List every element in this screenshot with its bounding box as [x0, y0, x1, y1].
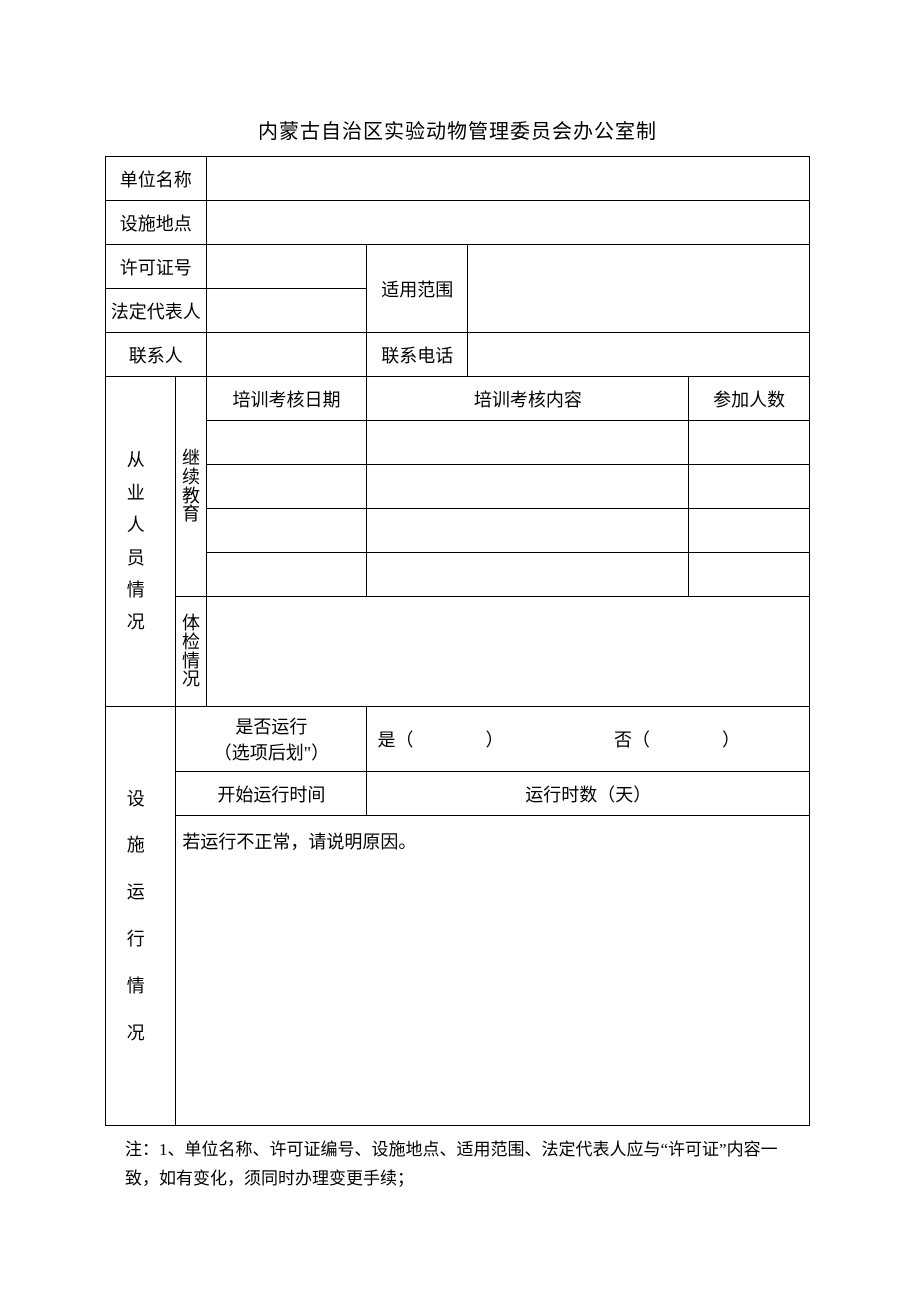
staff-l2: 人 员: [127, 515, 183, 567]
header-train-date: 培训考核日期: [206, 377, 367, 421]
is-running-l1: 是否运行: [235, 717, 307, 737]
field-physical-exam[interactable]: [206, 597, 809, 707]
op-l2: 运 行: [127, 882, 183, 949]
attendees-1[interactable]: [689, 421, 810, 465]
option-no[interactable]: 否（ ）: [562, 726, 793, 752]
footnote: 注：1、单位名称、许可证编号、设施地点、适用范围、法定代表人应与“许可证”内容一…: [105, 1136, 810, 1194]
abnormal-reason-label: 若运行不正常，请说明原因。: [182, 832, 416, 852]
attendees-4[interactable]: [689, 553, 810, 597]
field-scope[interactable]: [468, 245, 810, 333]
train-content-2[interactable]: [367, 465, 689, 509]
field-phone[interactable]: [468, 333, 810, 377]
field-legal-rep[interactable]: [206, 289, 367, 333]
field-is-running[interactable]: 是（ ） 否（ ）: [367, 707, 810, 772]
attendees-2[interactable]: [689, 465, 810, 509]
label-staff-situation: 从 业 人 员 情 况: [106, 377, 176, 707]
label-physical-exam: 体检情况: [176, 597, 206, 707]
op-l3: 情 况: [127, 976, 183, 1043]
option-yes[interactable]: 是（ ）: [377, 726, 557, 752]
is-running-l2: （选项后划"）: [214, 743, 329, 763]
form-title: 内蒙古自治区实验动物管理委员会办公室制: [105, 115, 810, 144]
train-content-3[interactable]: [367, 509, 689, 553]
attendees-3[interactable]: [689, 509, 810, 553]
field-run-days[interactable]: 运行时数（天）: [367, 772, 810, 816]
field-facility-location[interactable]: [206, 201, 809, 245]
label-facility-operation: 设 施 运 行 情 况: [106, 707, 176, 1126]
train-date-1[interactable]: [206, 421, 367, 465]
label-unit-name: 单位名称: [106, 157, 207, 201]
staff-l3: 情 况: [127, 580, 183, 632]
label-start-time: 开始运行时间: [176, 772, 367, 816]
staff-l1: 从 业: [127, 450, 183, 502]
field-contact[interactable]: [206, 333, 367, 377]
field-unit-name[interactable]: [206, 157, 809, 201]
label-facility-location: 设施地点: [106, 201, 207, 245]
field-abnormal-reason[interactable]: 若运行不正常，请说明原因。: [176, 816, 810, 1126]
header-train-content: 培训考核内容: [367, 377, 689, 421]
label-contact: 联系人: [106, 333, 207, 377]
main-form-table: 单位名称 设施地点 许可证号 适用范围 法定代表人 联系人 联系电话 从 业 人…: [105, 156, 810, 1126]
op-l1: 设 施: [127, 789, 183, 856]
train-content-4[interactable]: [367, 553, 689, 597]
train-content-1[interactable]: [367, 421, 689, 465]
train-date-3[interactable]: [206, 509, 367, 553]
label-phone: 联系电话: [367, 333, 468, 377]
label-license-no: 许可证号: [106, 245, 207, 289]
label-continuing-edu: 继续教育: [176, 377, 206, 597]
field-license-no[interactable]: [206, 245, 367, 289]
header-attendees: 参加人数: [689, 377, 810, 421]
train-date-2[interactable]: [206, 465, 367, 509]
label-legal-rep: 法定代表人: [106, 289, 207, 333]
train-date-4[interactable]: [206, 553, 367, 597]
label-scope: 适用范围: [367, 245, 468, 333]
label-is-running: 是否运行 （选项后划"）: [176, 707, 367, 772]
